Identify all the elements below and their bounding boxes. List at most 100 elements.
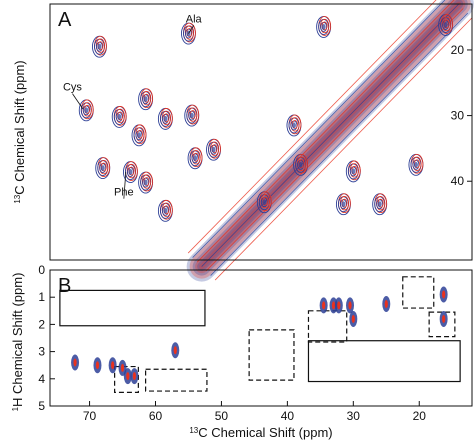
hc-peak xyxy=(130,368,139,385)
hc-peak xyxy=(108,357,117,374)
panel-b-boxes xyxy=(59,276,461,393)
cross-peak xyxy=(131,124,147,147)
cross-peak xyxy=(293,153,309,176)
y-tick-label: 0 xyxy=(38,263,45,277)
y-tick-label: 40 xyxy=(451,174,465,188)
peak-red xyxy=(348,301,352,310)
panel-a-y-axis-sup: 13 xyxy=(13,194,22,203)
peak-core xyxy=(291,122,296,129)
peak-core xyxy=(193,155,198,162)
cross-peak xyxy=(92,35,107,58)
hc-peak xyxy=(334,297,343,314)
annotation-leader xyxy=(188,25,195,34)
cross-peak xyxy=(138,171,154,194)
panel-a-frame xyxy=(49,3,473,261)
ridge-contour-line xyxy=(192,0,446,258)
dashed-region-box xyxy=(248,329,295,381)
cross-peak xyxy=(206,138,221,161)
panel-b-x-ticks: 70 60 50 40 30 20 xyxy=(83,401,426,423)
ridge-contour-line xyxy=(196,0,455,263)
peak-red xyxy=(132,372,136,381)
panel-a-y-axis-text: C Chemical Shift (ppm) xyxy=(12,60,27,194)
cross-peak xyxy=(438,14,454,36)
peak-red xyxy=(337,301,341,310)
panel-b-x-axis-text: C Chemical Shift (ppm) xyxy=(198,425,332,440)
x-tick-label: 30 xyxy=(347,409,361,423)
solid-region-box xyxy=(59,289,206,327)
peak-core xyxy=(341,201,346,208)
x-tick-label: 40 xyxy=(281,409,295,423)
hc-peak xyxy=(171,342,180,359)
x-tick-label: 70 xyxy=(83,409,97,423)
diagonal-ridge xyxy=(186,0,474,282)
panel-b-y-axis-title: 1H Chemical Shift (ppm) xyxy=(10,273,25,412)
cross-peak xyxy=(78,99,94,122)
dashed-region-box xyxy=(145,368,208,392)
panel-b-y-axis-text: H Chemical Shift (ppm) xyxy=(10,273,25,407)
peak-core xyxy=(128,169,133,176)
annotation-leader xyxy=(123,172,127,199)
peak-core xyxy=(351,168,356,175)
hc-peak xyxy=(346,297,355,314)
hc-peak xyxy=(439,286,448,303)
panel-b-x-axis-title: 13C Chemical Shift (ppm) xyxy=(189,425,332,440)
dashed-region-box xyxy=(307,310,348,343)
ridge-contour-line xyxy=(187,0,437,254)
peak-annotation-cys: Cys xyxy=(63,82,82,94)
y-tick-label: 20 xyxy=(451,43,465,57)
hc-peak xyxy=(123,368,132,385)
cross-peak xyxy=(372,193,388,216)
peak-red xyxy=(322,301,326,310)
hc-peak xyxy=(71,354,80,371)
panel-a-peaks xyxy=(78,14,454,222)
peak-red xyxy=(384,300,388,308)
panel-a-y-ticks: 20 30 40 xyxy=(451,43,472,188)
peak-core xyxy=(211,146,216,153)
panel-b-peaks xyxy=(71,286,448,385)
cross-peak xyxy=(335,193,351,216)
hc-peak xyxy=(93,357,102,374)
peak-red xyxy=(73,358,77,367)
peak-core xyxy=(163,207,168,214)
ridge-contour-line xyxy=(201,3,460,267)
cross-peak xyxy=(181,22,196,45)
cross-peak xyxy=(138,88,154,111)
peak-red xyxy=(442,290,446,299)
cross-peak xyxy=(187,147,203,170)
y-tick-label: 3 xyxy=(38,345,45,359)
peak-core xyxy=(189,112,194,119)
solid-region-box xyxy=(307,340,461,383)
hc-peak xyxy=(319,297,328,314)
cross-peak xyxy=(184,104,200,127)
cross-peak xyxy=(316,16,332,38)
panel-a-y-axis-title: 13C Chemical Shift (ppm) xyxy=(12,60,27,203)
panel-a-label: A xyxy=(58,9,72,31)
dashed-region-box xyxy=(402,276,435,309)
peak-red xyxy=(120,363,125,372)
peak-core xyxy=(298,161,303,168)
panel-a: 20 30 40 A Ala Cys Phe 13C Chemical Shift (p… xyxy=(12,0,474,282)
cross-peak xyxy=(345,160,361,183)
x-tick-label: 20 xyxy=(413,409,427,423)
dashed-region-box xyxy=(114,365,139,393)
peak-core xyxy=(377,201,382,208)
panel-a-annotations: Ala Cys Phe xyxy=(63,13,203,199)
peak-red xyxy=(111,361,115,370)
panel-b-frame xyxy=(49,269,473,407)
x-tick-label: 50 xyxy=(215,409,229,423)
peak-core xyxy=(321,23,326,30)
y-tick-label: 4 xyxy=(38,372,45,386)
hc-peak xyxy=(349,310,358,327)
peak-core xyxy=(443,22,448,29)
peak-core xyxy=(163,115,168,122)
peak-red xyxy=(351,314,355,323)
y-tick-label: 30 xyxy=(451,109,465,123)
panel-b-x-axis-sup: 13 xyxy=(189,426,198,435)
panel-b-y-axis-sup: 1 xyxy=(11,406,20,411)
ridge-contour-line xyxy=(214,17,473,281)
peak-core xyxy=(100,165,105,172)
cross-peak xyxy=(95,157,111,180)
peak-core xyxy=(143,96,148,103)
